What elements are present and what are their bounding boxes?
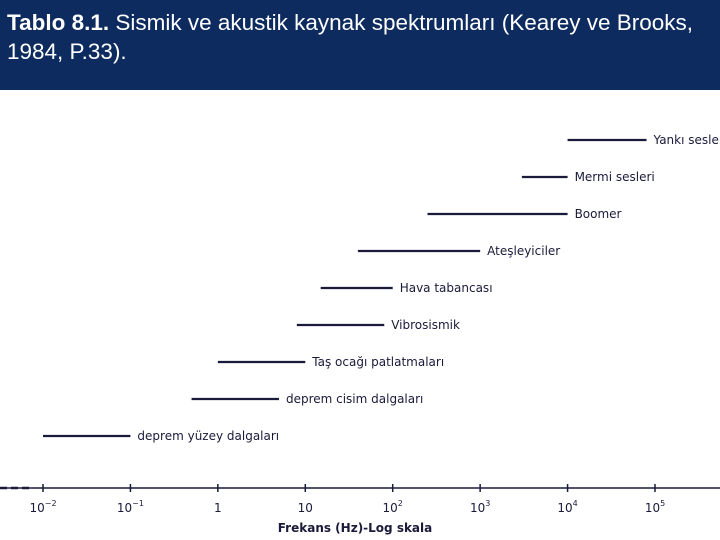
slide-title: Tablo 8.1. Sismik ve akustik kaynak spek… xyxy=(7,8,715,66)
range-label: Vibrosismik xyxy=(391,318,460,332)
x-axis: 10−2 10−1 1 10 102 103 104 105 xyxy=(0,484,720,515)
slide-title-rest: Sismik ve akustik kaynak spektrumları (K… xyxy=(7,10,694,64)
range-label: Taş ocağı patlatmaları xyxy=(311,355,444,369)
tick-label: 10−2 xyxy=(29,499,56,515)
range-label: Boomer xyxy=(575,207,622,221)
range-label: deprem cisim dalgaları xyxy=(286,392,423,406)
tick-label: 104 xyxy=(557,499,577,515)
range-label: Hava tabancası xyxy=(400,281,493,295)
tick-label: 103 xyxy=(470,499,490,515)
tick-label: 105 xyxy=(645,499,665,515)
x-axis-label: Frekans (Hz)-Log skala xyxy=(278,521,433,535)
slide-title-bold: Tablo 8.1. xyxy=(7,10,110,35)
slide-header: Tablo 8.1. Sismik ve akustik kaynak spek… xyxy=(0,0,720,90)
frequency-range-chart: Yankı sesleri Mermi sesleri Boomer Ateşleyi… xyxy=(0,133,720,535)
range-label: Ateşleyiciler xyxy=(487,244,560,258)
tick-label: 102 xyxy=(383,499,403,515)
tick-label: 10 xyxy=(298,501,313,515)
tick-label: 10−1 xyxy=(117,499,144,515)
range-label: Mermi sesleri xyxy=(575,170,655,184)
range-bars: Yankı sesleri Mermi sesleri Boomer Ateşleyi… xyxy=(43,133,720,443)
range-label: deprem yüzey dalgaları xyxy=(137,429,279,443)
range-label: Yankı sesleri xyxy=(653,133,720,147)
tick-label: 1 xyxy=(214,501,222,515)
